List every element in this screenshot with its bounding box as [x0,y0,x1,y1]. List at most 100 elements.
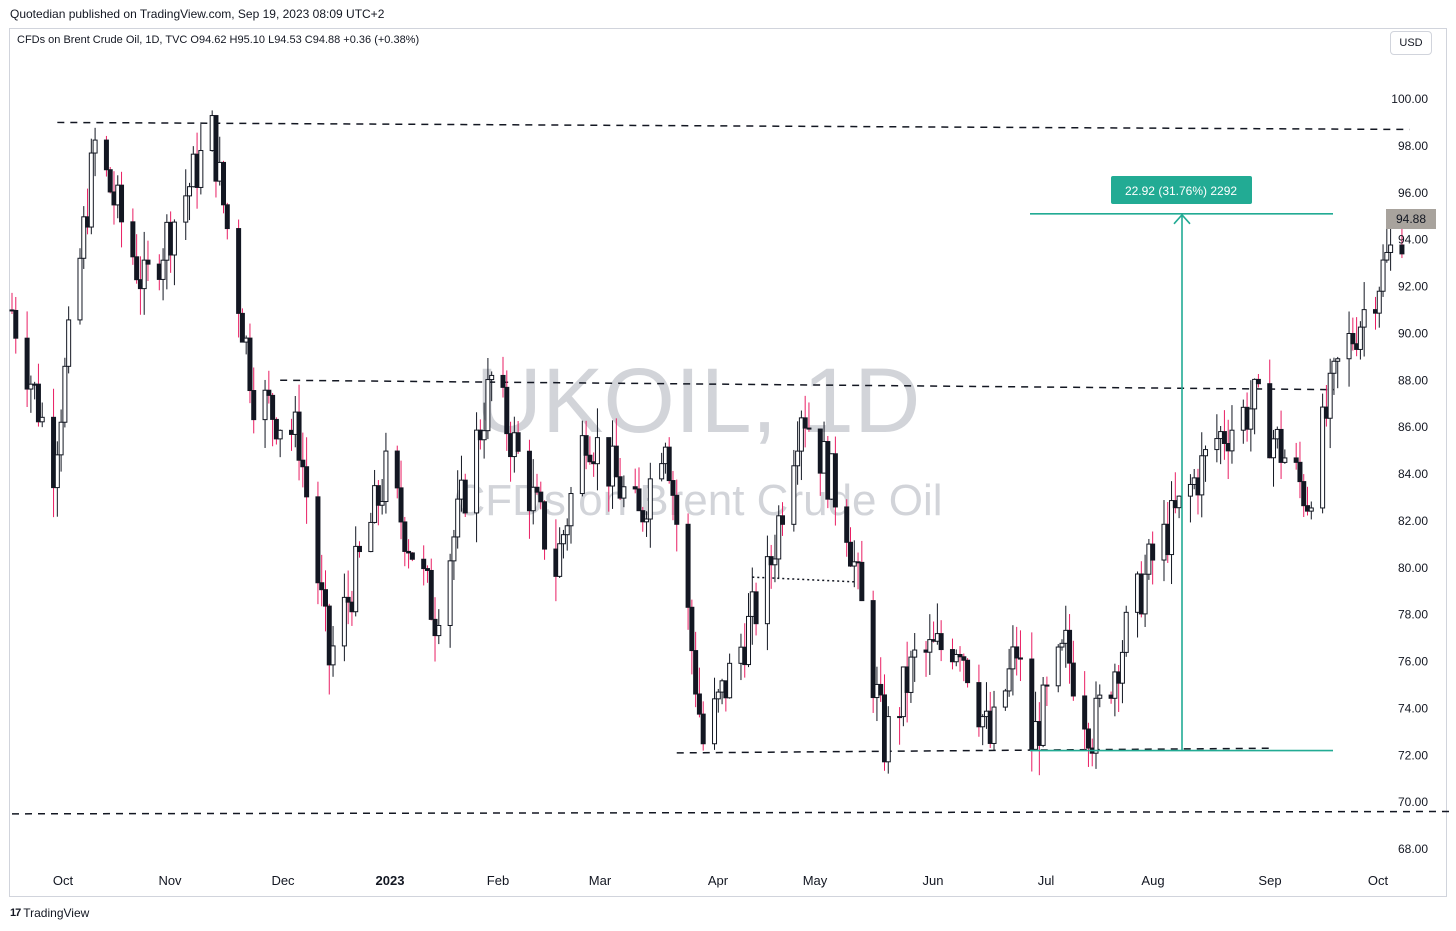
y-tick-label: 80.00 [1398,561,1428,575]
candle-body [670,480,676,496]
tradingview-brand: TradingView [23,906,90,920]
candle-body [319,582,325,591]
candle-body [1271,438,1277,459]
y-tick-label: 94.00 [1398,233,1428,247]
symbol-legend: CFDs on Brent Crude Oil, 1D, TVC O94.62 … [17,34,420,46]
candle-body [394,450,400,489]
candle-body [383,450,389,503]
y-tick-label: 70.00 [1398,795,1428,809]
candle-body [160,259,166,280]
candle-body [644,518,650,523]
candle-body [1331,360,1337,374]
candle-body [1327,372,1333,419]
candle-body [1384,251,1390,261]
candle-body [368,521,374,553]
candle-body [213,115,219,182]
candle-body [1361,309,1367,328]
y-tick-label: 78.00 [1398,608,1428,622]
candle-body [103,139,109,171]
candle-body [885,716,891,763]
currency-button[interactable]: USD [1390,31,1432,55]
candle-body [353,545,359,613]
candle-body [379,501,385,506]
candle-body [560,534,566,545]
price-axis: 68.00 70.00 72.00 74.00 76.00 78.00 80.00 82.00… [1386,92,1436,856]
candle-body [844,506,850,543]
candle-body [489,374,495,381]
candle-body [1150,543,1156,561]
candle-body [1282,457,1288,463]
candle-body [1308,507,1314,512]
dashed-support-resistance-line [280,379,1334,391]
x-tick-label: Nov [158,873,182,888]
publisher-header: Quotedian published on TradingView.com, … [10,7,385,21]
candle-body [696,693,702,715]
candle-body [266,389,272,396]
x-tick-label: Jul [1038,873,1055,888]
candle-body [583,435,589,456]
candle-body [92,139,98,154]
candle-body [965,659,971,684]
candle-body [398,487,404,523]
y-tick-label: 96.00 [1398,186,1428,200]
candle-body [1248,408,1254,430]
candle-body [795,450,801,467]
candle-body [247,337,253,392]
candle-body [345,596,351,603]
candle-body [753,591,759,625]
candle-body [700,713,706,745]
candle-body [24,337,30,390]
dashed-support-resistance-line [676,747,1274,754]
tradingview-logo: 17 [10,907,21,919]
x-tick-label: Oct [53,873,74,888]
candle-body [428,569,434,620]
candle-body [171,221,177,256]
candle-body [847,541,853,567]
chart-frame [9,28,1447,897]
candle-body [1293,457,1299,463]
candle-body [938,633,944,651]
candle-body [1335,358,1341,362]
candle-body [119,184,125,223]
candle-body [1040,684,1046,746]
candle-body [1044,684,1050,687]
candle-body [1006,668,1012,692]
candle-body [1085,728,1091,749]
candle-body [66,319,72,367]
candle-body [689,606,695,652]
candle-body [1017,657,1023,660]
dotted-line [752,576,855,583]
drawing-lines [11,121,1452,815]
candle-body [538,491,544,503]
candle-body [51,416,57,489]
x-tick-label: May [803,873,828,888]
candle-body [526,450,532,512]
candle-body [296,411,302,461]
candle-body [88,152,94,228]
y-tick-label: 76.00 [1398,655,1428,669]
watermark-symbol: UKOIL, 1D [476,350,921,452]
candle-body [1229,429,1235,452]
x-tick-label: Aug [1141,873,1164,888]
candle-body [791,465,797,525]
candle-body [647,478,653,520]
candle-body [330,645,336,666]
candle-body [447,560,453,626]
candle-body [832,453,838,508]
candle-body [421,558,427,570]
candle-body [957,653,963,658]
candle-body [1221,431,1227,444]
candle-body [1388,244,1394,253]
candle-body [530,486,536,512]
x-tick-label: Oct [1368,873,1389,888]
footer: 17 TradingView [10,906,89,920]
candle-body [851,561,857,567]
candle-body [1203,449,1209,457]
candle-body [1199,455,1205,496]
candle-body [1399,244,1405,255]
candle-body [640,510,646,523]
candle-body [304,466,310,498]
candle-body [402,521,408,552]
candle-body [594,437,600,465]
